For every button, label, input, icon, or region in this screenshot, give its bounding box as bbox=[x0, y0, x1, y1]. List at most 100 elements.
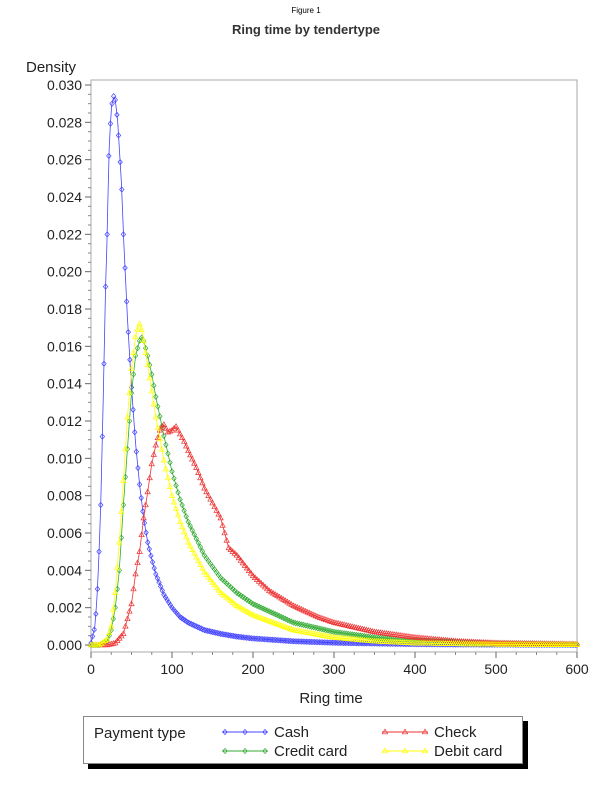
data-point-cash bbox=[143, 529, 149, 536]
data-point-check bbox=[122, 622, 129, 629]
data-point-check bbox=[134, 559, 141, 566]
x-axis-label: Ring time bbox=[299, 690, 362, 707]
data-point-cash bbox=[149, 558, 156, 566]
data-point-debit-card bbox=[142, 349, 149, 356]
data-point-credit-card bbox=[199, 548, 206, 555]
data-point-credit-card bbox=[167, 459, 173, 466]
x-tick-label: 500 bbox=[484, 661, 508, 677]
data-point-cash bbox=[224, 631, 230, 639]
data-point-credit-card bbox=[130, 371, 137, 378]
data-point-debit-card bbox=[176, 518, 184, 524]
data-point-debit-card bbox=[146, 374, 153, 381]
data-point-cash bbox=[93, 610, 99, 618]
data-point-cash bbox=[258, 635, 264, 643]
x-tick-label: 200 bbox=[241, 661, 265, 677]
data-point-debit-card bbox=[97, 640, 105, 646]
data-point-credit-card bbox=[317, 625, 323, 632]
data-point-cash bbox=[219, 630, 225, 638]
legend-swatch-marker bbox=[262, 747, 268, 755]
data-point-cash bbox=[98, 501, 104, 509]
data-point-debit-card bbox=[134, 325, 141, 332]
data-point-credit-card bbox=[363, 633, 370, 640]
data-point-cash bbox=[120, 231, 127, 238]
data-point-cash bbox=[268, 636, 274, 643]
data-point-check bbox=[195, 469, 202, 475]
data-point-cash bbox=[206, 628, 212, 635]
data-point-credit-card bbox=[157, 413, 163, 420]
data-point-check bbox=[168, 426, 176, 433]
data-point-credit-card bbox=[185, 518, 191, 525]
data-point-cash bbox=[222, 631, 229, 638]
legend-swatch-marker bbox=[222, 728, 228, 736]
data-point-cash bbox=[274, 637, 280, 644]
data-point-debit-card bbox=[189, 546, 196, 552]
data-point-cash bbox=[214, 629, 221, 637]
data-point-cash bbox=[279, 637, 285, 644]
data-point-check bbox=[215, 510, 222, 517]
series-check bbox=[87, 421, 581, 648]
data-point-cash bbox=[240, 634, 246, 641]
data-point-check bbox=[247, 569, 255, 576]
data-point-check bbox=[243, 564, 251, 571]
data-point-cash bbox=[213, 629, 219, 636]
y-tick-label: 0.026 bbox=[47, 152, 82, 168]
figure-label: Figure 1 bbox=[291, 6, 321, 15]
data-point-check bbox=[241, 562, 249, 568]
legend-title: Payment type bbox=[94, 725, 186, 742]
legend-item-debit-card: Debit card bbox=[380, 742, 502, 760]
data-point-check bbox=[191, 459, 198, 466]
x-tick-label: 100 bbox=[160, 661, 184, 677]
data-point-debit-card bbox=[112, 589, 119, 595]
data-point-cash bbox=[164, 596, 170, 603]
data-point-check bbox=[162, 424, 170, 431]
legend-swatch-marker bbox=[381, 728, 389, 735]
legend-swatch-cash bbox=[222, 728, 268, 736]
data-point-debit-card bbox=[120, 477, 127, 483]
data-point-credit-card bbox=[396, 636, 402, 643]
data-point-check bbox=[187, 451, 194, 458]
series-cash bbox=[88, 93, 580, 648]
data-point-cash bbox=[188, 620, 195, 628]
data-point-credit-card bbox=[390, 635, 396, 642]
data-point-cash bbox=[115, 132, 122, 139]
data-point-cash bbox=[166, 599, 172, 606]
data-point-cash bbox=[145, 539, 151, 546]
data-point-cash bbox=[248, 635, 255, 642]
x-tick-label: 0 bbox=[87, 661, 95, 677]
data-point-credit-card bbox=[359, 632, 366, 639]
data-point-debit-card bbox=[182, 533, 190, 540]
data-point-cash bbox=[247, 634, 253, 642]
data-point-cash bbox=[195, 623, 201, 631]
data-point-cash bbox=[122, 264, 128, 272]
data-point-cash bbox=[112, 96, 118, 104]
data-point-cash bbox=[230, 632, 237, 640]
data-point-debit-card bbox=[101, 637, 109, 643]
data-point-debit-card bbox=[148, 387, 155, 394]
data-point-cash bbox=[148, 552, 154, 559]
data-point-debit-card bbox=[191, 550, 198, 556]
data-point-credit-card bbox=[128, 389, 135, 397]
data-point-cash bbox=[125, 329, 131, 336]
data-point-cash bbox=[255, 635, 261, 642]
data-point-debit-card bbox=[138, 326, 145, 332]
data-point-cash bbox=[140, 508, 146, 515]
data-point-check bbox=[182, 442, 190, 449]
data-point-cash bbox=[245, 634, 251, 642]
data-point-check bbox=[219, 522, 226, 528]
data-point-cash bbox=[217, 630, 224, 637]
data-point-check bbox=[253, 576, 261, 582]
data-point-check bbox=[170, 424, 178, 431]
data-point-credit-card bbox=[179, 501, 185, 509]
data-point-cash bbox=[201, 626, 208, 634]
data-point-debit-card bbox=[95, 641, 103, 648]
data-point-cash bbox=[146, 545, 152, 553]
data-point-debit-card bbox=[128, 365, 135, 371]
data-point-debit-card bbox=[168, 492, 176, 498]
data-point-debit-card bbox=[108, 622, 115, 629]
data-point-debit-card bbox=[158, 445, 166, 452]
data-point-cash bbox=[211, 629, 217, 636]
data-point-debit-card bbox=[162, 465, 170, 472]
data-point-cash bbox=[158, 583, 164, 590]
data-point-credit-card bbox=[319, 625, 325, 633]
data-point-check bbox=[166, 427, 174, 434]
